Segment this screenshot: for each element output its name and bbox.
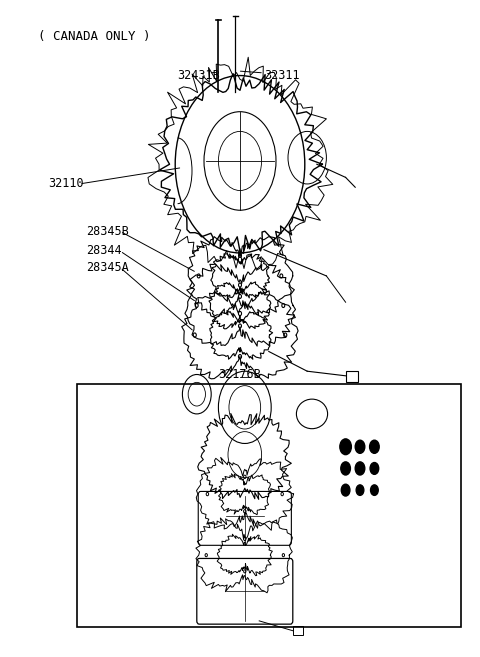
Text: 32110: 32110 xyxy=(48,177,84,191)
Circle shape xyxy=(355,462,365,475)
Text: 32311: 32311 xyxy=(264,69,300,82)
Circle shape xyxy=(370,440,379,453)
Circle shape xyxy=(356,485,364,495)
Text: 28345B: 28345B xyxy=(86,225,129,238)
Circle shape xyxy=(355,440,365,453)
Circle shape xyxy=(371,485,378,495)
Text: 28345A: 28345A xyxy=(86,261,129,274)
Circle shape xyxy=(341,462,350,475)
Bar xyxy=(293,626,303,635)
Circle shape xyxy=(341,484,350,496)
Text: 32176B: 32176B xyxy=(218,368,262,381)
Bar xyxy=(77,384,461,627)
Text: 32431B: 32431B xyxy=(178,69,220,82)
Text: ( CANADA ONLY ): ( CANADA ONLY ) xyxy=(38,30,151,43)
Bar xyxy=(346,371,358,382)
Circle shape xyxy=(370,463,379,474)
Text: 28344: 28344 xyxy=(86,244,122,258)
Circle shape xyxy=(340,439,351,455)
